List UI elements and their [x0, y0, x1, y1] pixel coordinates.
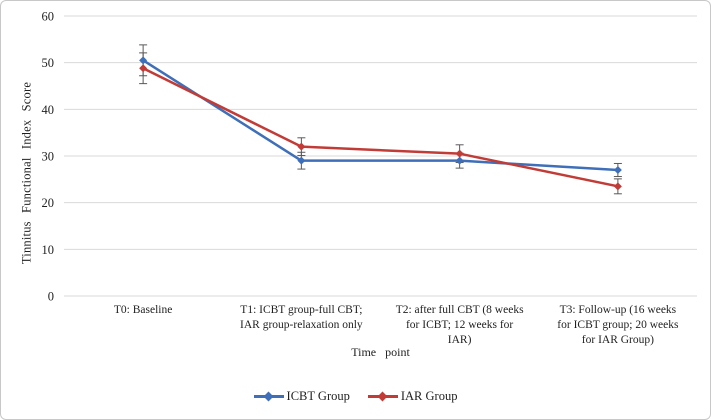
x-tick-label: T3: Follow-up (16 weeks for ICBT group; 2…	[557, 304, 679, 346]
legend-line-diamond-icon	[253, 391, 284, 401]
chart-legend: ICBT Group IAR Group	[1, 389, 710, 404]
legend-item-iar-group: IAR Group	[367, 389, 458, 404]
data-point-marker	[139, 56, 148, 65]
y-tick-label: 20	[42, 196, 55, 210]
x-axis-title: Time point	[351, 345, 410, 359]
legend-label: ICBT Group	[286, 389, 350, 403]
data-point-marker	[139, 64, 148, 73]
x-tick-label: T1: ICBT group-full CBT; IAR group-relaxa…	[240, 304, 363, 331]
series-line-icbt-group	[142, 59, 618, 172]
y-tick-label: 40	[42, 103, 55, 117]
y-tick-label: 0	[48, 290, 54, 304]
data-point-marker	[613, 166, 622, 174]
y-tick-label: 30	[42, 150, 55, 164]
y-tick-label: 50	[42, 56, 55, 70]
data-point-marker	[455, 149, 464, 158]
data-point-marker	[297, 142, 306, 151]
data-point-marker	[613, 182, 622, 191]
x-tick-label: T0: Baseline	[113, 304, 173, 316]
data-point-marker	[297, 156, 306, 165]
legend-label: IAR Group	[400, 389, 458, 403]
y-tick-label: 60	[42, 10, 55, 24]
data-point-marker	[455, 156, 464, 165]
legend-item-icbt-group: ICBT Group	[253, 389, 350, 404]
x-tick-label: T2: after full CBT (8 weeks for ICBT; 12 …	[395, 304, 524, 346]
y-tick-label: 10	[42, 243, 55, 257]
legend-line-diamond-icon	[367, 391, 398, 401]
y-axis-title: Tinnitus Functional Index Score	[19, 81, 34, 265]
series-line-iar-group	[142, 67, 619, 188]
